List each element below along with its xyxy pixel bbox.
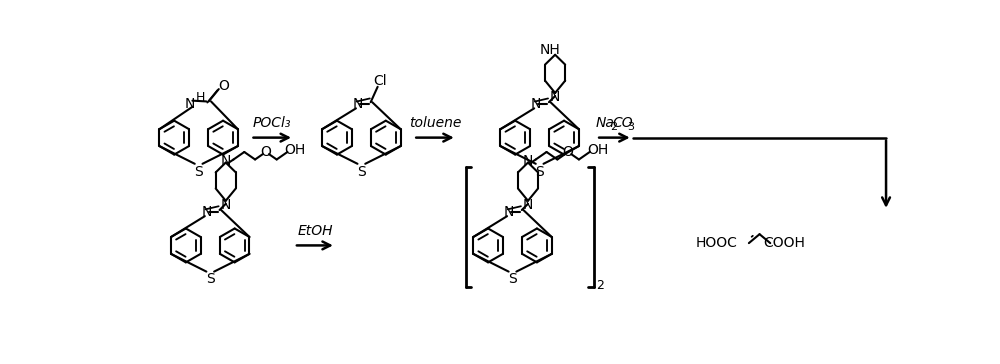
Text: S: S: [194, 165, 203, 178]
Text: CO: CO: [613, 116, 633, 130]
Text: 2: 2: [610, 122, 617, 132]
Text: O: O: [218, 79, 229, 93]
Text: Na: Na: [596, 116, 615, 130]
Text: COOH: COOH: [763, 236, 805, 250]
Text: 2: 2: [596, 279, 604, 292]
Text: O: O: [260, 145, 271, 159]
Text: S: S: [535, 165, 544, 178]
Text: Cl: Cl: [373, 74, 387, 88]
Text: EtOH: EtOH: [297, 224, 333, 238]
Text: toluene: toluene: [409, 116, 461, 130]
Text: O: O: [563, 145, 574, 159]
Text: N: N: [221, 198, 231, 211]
Text: OH: OH: [285, 143, 306, 158]
Text: N: N: [352, 97, 363, 111]
Text: N: N: [550, 90, 560, 104]
Text: 3: 3: [628, 122, 635, 132]
Text: HOOC: HOOC: [695, 236, 737, 250]
Text: N: N: [523, 154, 533, 168]
Text: N: N: [184, 97, 195, 111]
Text: S: S: [357, 165, 366, 178]
Text: POCl₃: POCl₃: [253, 116, 292, 130]
Text: NH: NH: [540, 43, 561, 57]
Text: N: N: [221, 154, 231, 168]
Text: H: H: [195, 91, 205, 104]
Text: S: S: [508, 272, 517, 286]
Text: N: N: [503, 205, 514, 218]
Text: S: S: [206, 272, 215, 286]
Text: N: N: [523, 198, 533, 211]
Text: N: N: [531, 97, 541, 111]
Text: OH: OH: [587, 143, 608, 158]
Text: N: N: [201, 205, 212, 218]
